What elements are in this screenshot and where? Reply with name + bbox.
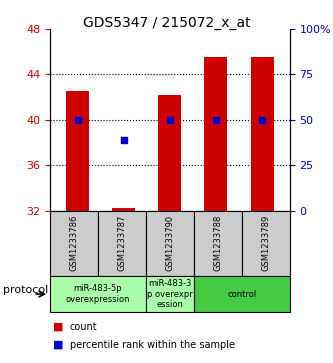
Bar	[158, 95, 181, 211]
Text: GSM1233788: GSM1233788	[213, 215, 222, 272]
Bar	[112, 208, 135, 211]
Text: ■: ■	[53, 322, 64, 332]
Bar	[250, 57, 274, 211]
Text: control: control	[227, 290, 256, 298]
Bar	[66, 91, 89, 211]
Text: count: count	[70, 322, 98, 332]
Point	[121, 137, 127, 143]
Bar	[204, 57, 227, 211]
Text: GSM1233790: GSM1233790	[165, 215, 174, 271]
Text: GSM1233786: GSM1233786	[69, 215, 79, 272]
Text: miR-483-5p
overexpression: miR-483-5p overexpression	[66, 284, 130, 304]
Text: GSM1233789: GSM1233789	[261, 215, 270, 271]
Point	[213, 117, 218, 123]
Point	[75, 117, 80, 123]
Text: GDS5347 / 215072_x_at: GDS5347 / 215072_x_at	[83, 16, 250, 30]
Point	[259, 117, 265, 123]
Text: miR-483-3
p overexpr
ession: miR-483-3 p overexpr ession	[147, 279, 193, 309]
Text: ■: ■	[53, 340, 64, 350]
Point	[167, 117, 172, 123]
Text: protocol: protocol	[3, 285, 49, 295]
Text: GSM1233787: GSM1233787	[117, 215, 127, 272]
Text: percentile rank within the sample: percentile rank within the sample	[70, 340, 235, 350]
